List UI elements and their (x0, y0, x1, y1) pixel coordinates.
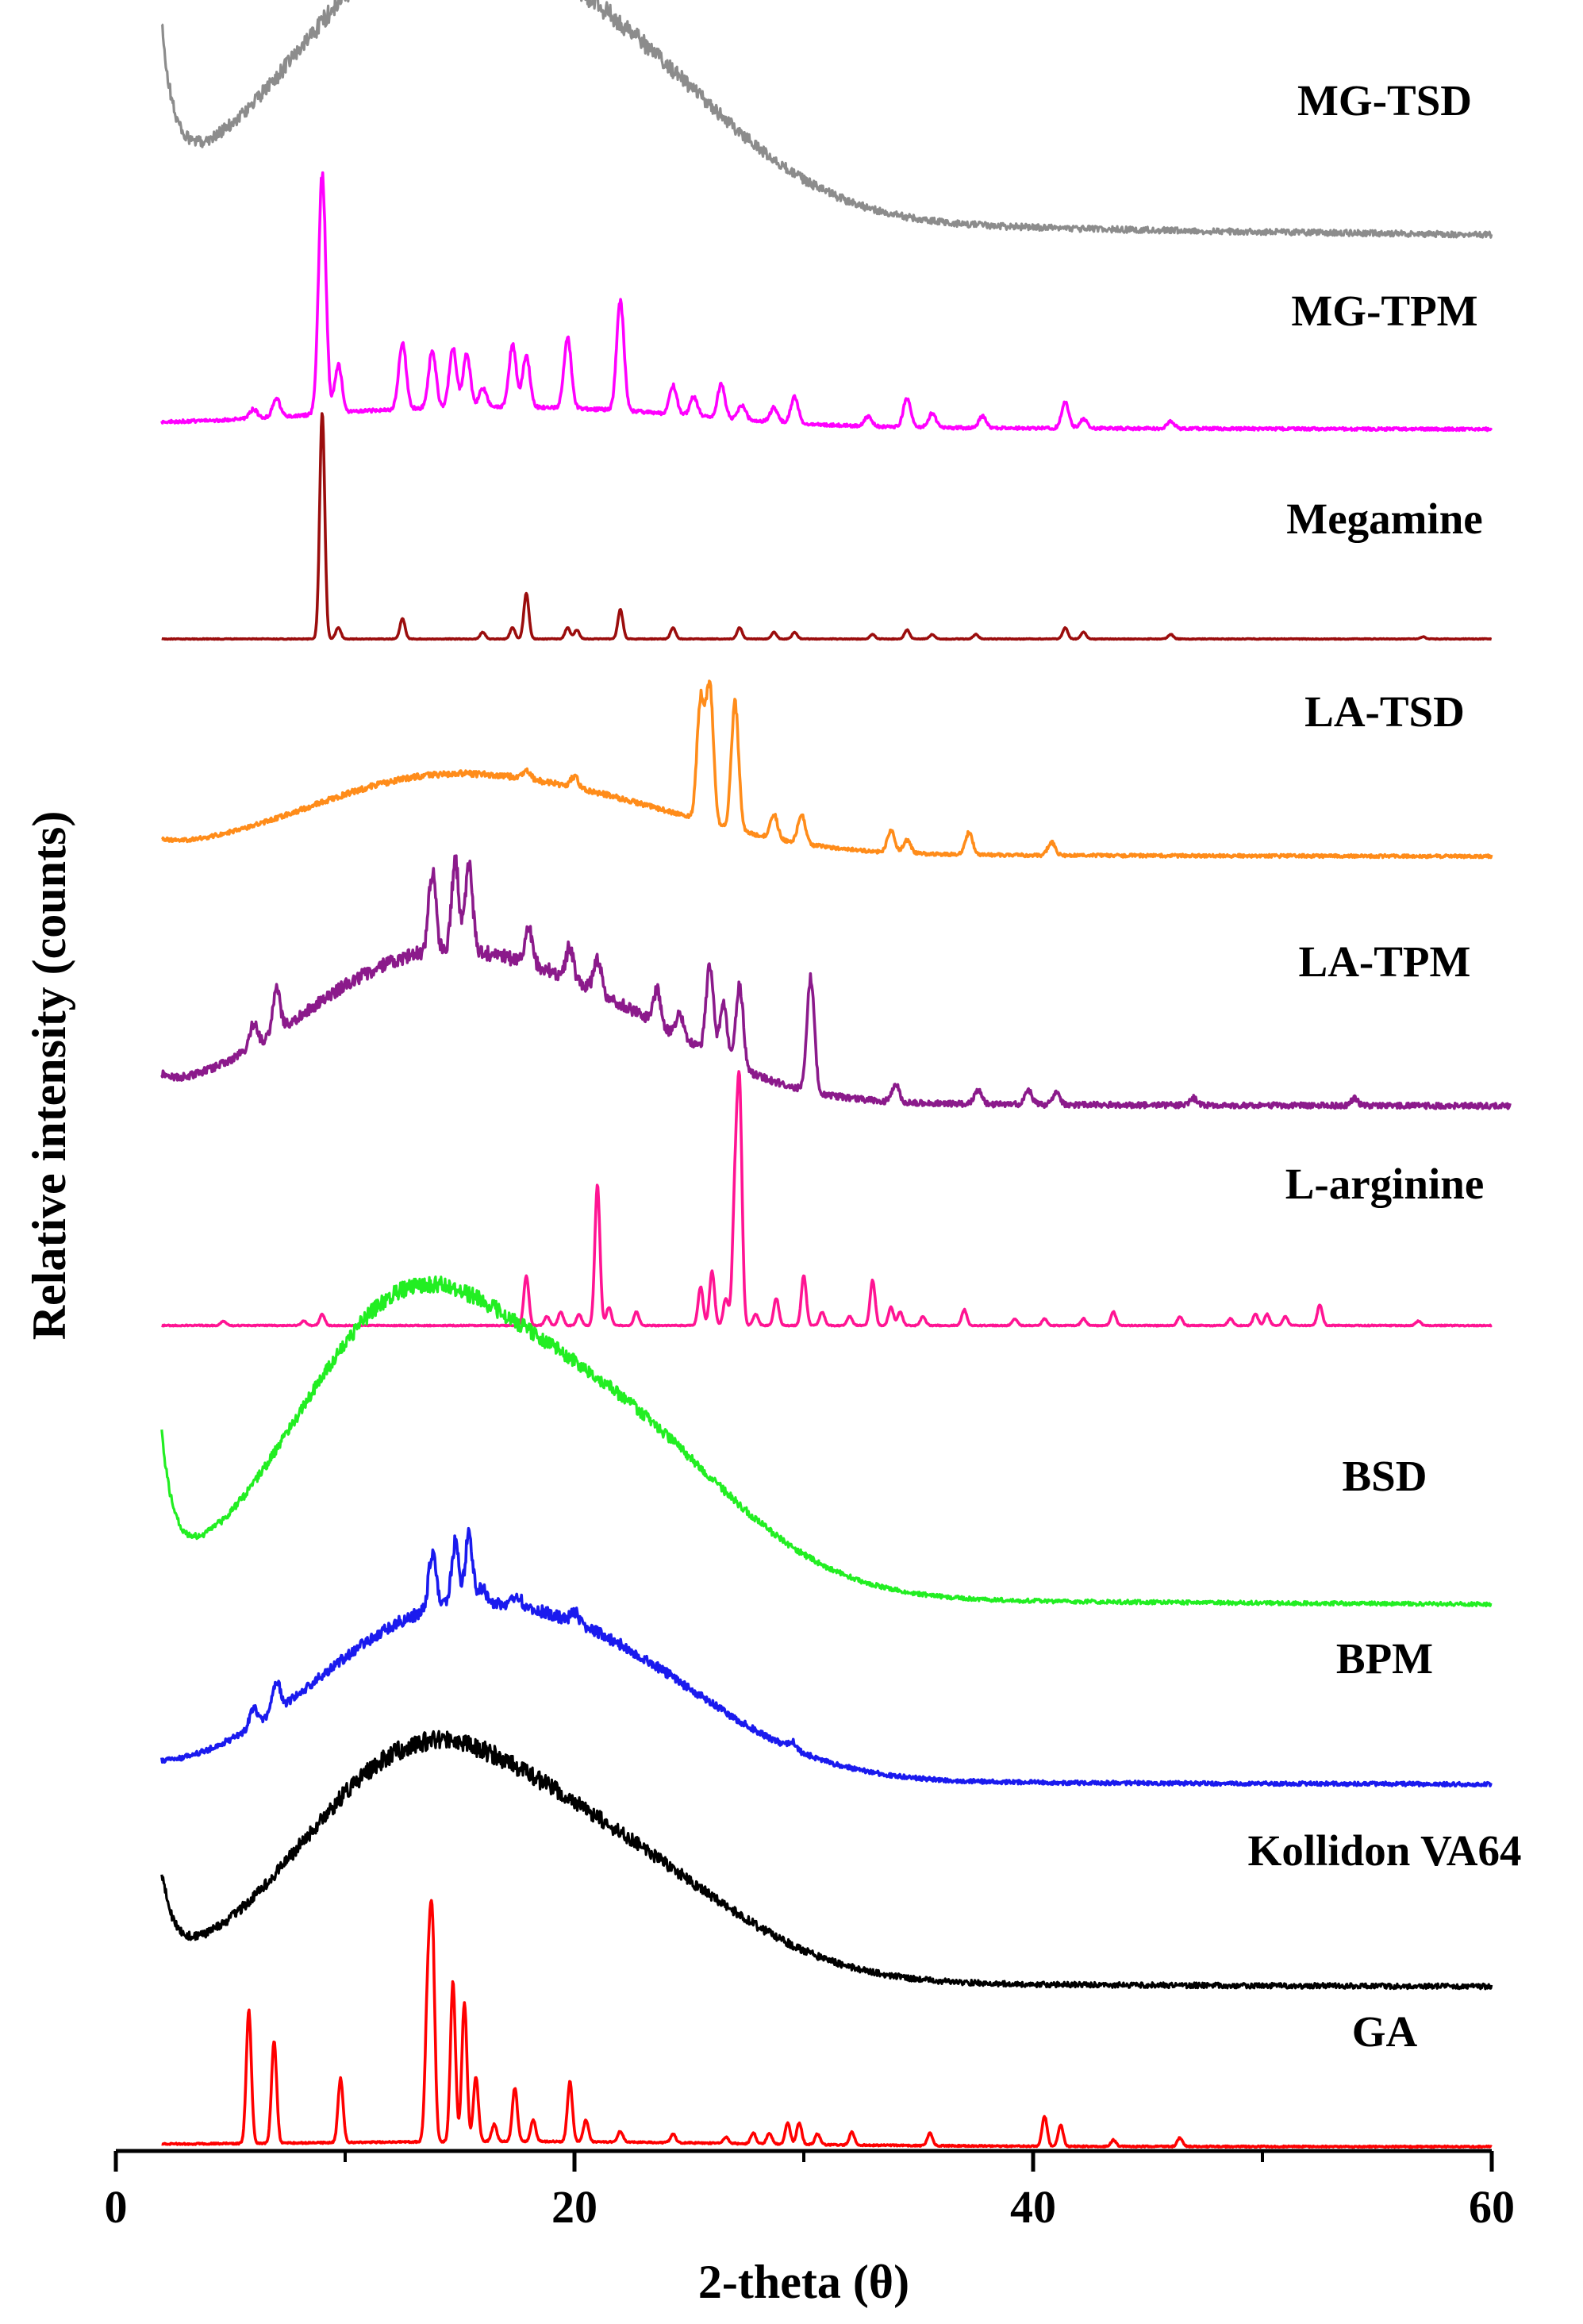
trace-ga (160, 1899, 1493, 2149)
trace-label-group: MG-TSD MG-TPM Megamine LA-TSD LA-TPM L-argini… (1248, 76, 1522, 2056)
trace-kollidon-va64 (160, 1730, 1493, 1991)
trace-la-tsd (160, 679, 1493, 860)
trace-label-la-tsd: LA-TSD (1304, 687, 1465, 736)
trace-label-kollidon-va64: Kollidon VA64 (1248, 1826, 1522, 1875)
trace-label-l-arginine: L-arginine (1285, 1160, 1485, 1208)
trace-mg-tsd (160, 0, 1493, 239)
x-tick-group: 0 20 40 60 (105, 2151, 1515, 2233)
trace-l-arginine (160, 1070, 1493, 1328)
trace-group (160, 0, 1512, 2149)
x-tick-label-40: 40 (1010, 2181, 1056, 2233)
trace-label-la-tpm: LA-TPM (1299, 937, 1471, 986)
trace-label-mg-tpm: MG-TPM (1291, 287, 1477, 335)
trace-megamine (160, 412, 1493, 641)
trace-mg-tpm (160, 171, 1493, 433)
trace-la-tpm (160, 854, 1512, 1110)
trace-bpm (160, 1526, 1493, 1787)
x-tick-label-20: 20 (551, 2181, 597, 2233)
trace-label-bpm: BPM (1336, 1634, 1433, 1683)
x-tick-label-60: 60 (1469, 2181, 1515, 2233)
trace-label-ga: GA (1352, 2007, 1418, 2056)
trace-label-mg-tsd: MG-TSD (1297, 76, 1472, 125)
x-tick-label-0: 0 (105, 2181, 128, 2233)
y-axis-label: Relative intensity (counts) (23, 811, 75, 1341)
trace-label-megamine: Megamine (1286, 494, 1482, 543)
x-axis-label: 2-theta (θ) (698, 2256, 909, 2308)
trace-label-bsd: BSD (1343, 1452, 1427, 1500)
trace-bsd (160, 1276, 1493, 1607)
